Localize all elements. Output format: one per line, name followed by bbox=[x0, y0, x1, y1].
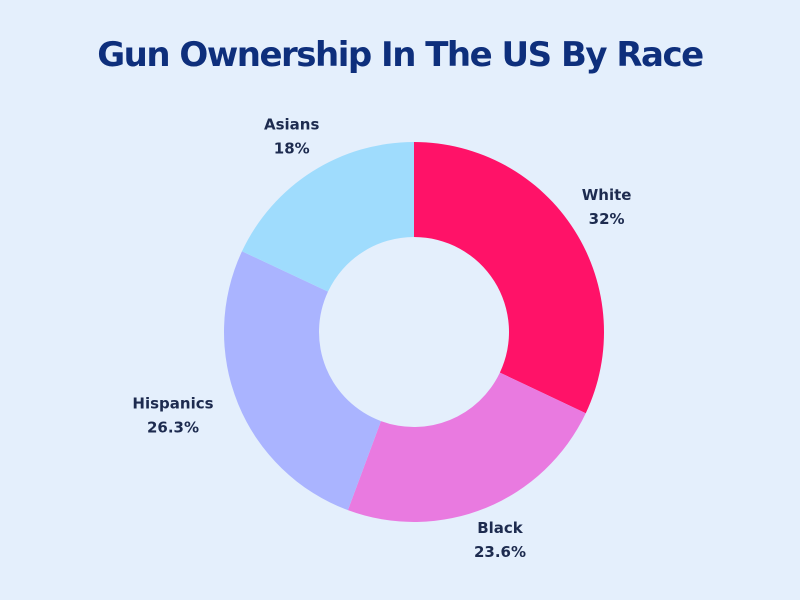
donut-slice bbox=[241, 142, 414, 292]
slice-value: 23.6% bbox=[474, 543, 526, 561]
chart-title: Gun Ownership In The US By Race bbox=[97, 35, 703, 75]
donut-slice bbox=[224, 251, 381, 511]
donut-slice bbox=[347, 372, 586, 522]
slice-label: Asians bbox=[264, 116, 319, 134]
slice-value: 32% bbox=[589, 210, 625, 228]
slice-label: White bbox=[582, 186, 632, 204]
slice-label: Black bbox=[477, 519, 524, 537]
slice-value: 18% bbox=[274, 140, 310, 158]
slice-value: 26.3% bbox=[147, 418, 199, 436]
slice-label: Hispanics bbox=[132, 394, 213, 412]
donut-slice bbox=[414, 142, 604, 414]
